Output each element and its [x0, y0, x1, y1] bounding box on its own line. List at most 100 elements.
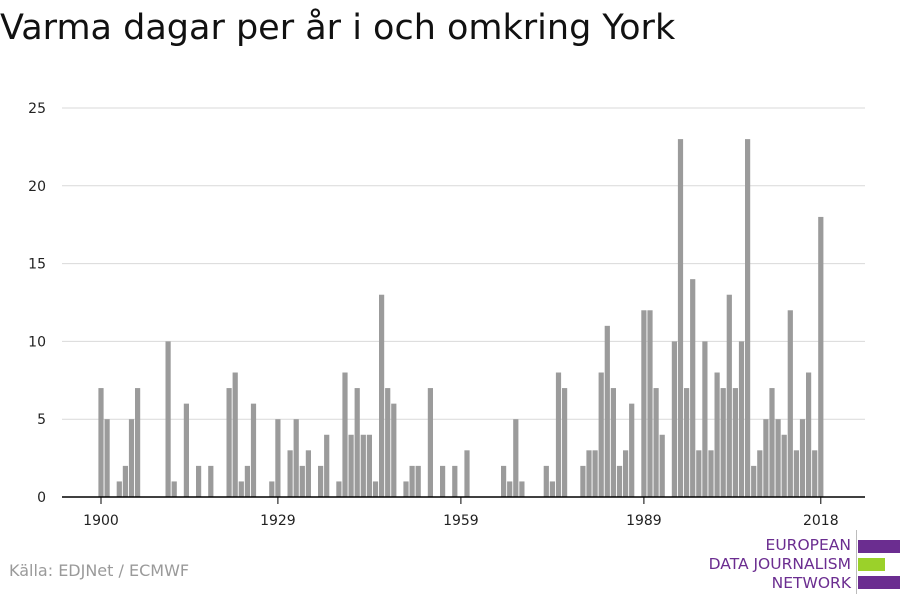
bar-1985 — [616, 465, 623, 497]
bar-1904 — [122, 465, 128, 497]
x-tick-label: 1929 — [260, 513, 296, 529]
bar-2013 — [787, 310, 793, 497]
bar-2004 — [732, 388, 738, 497]
logo-wordmark: EUROPEAN DATA JOURNALISM NETWORK — [709, 536, 851, 593]
bar-1911 — [165, 341, 171, 497]
bar-1968 — [513, 419, 519, 497]
bar-1994 — [671, 341, 677, 497]
y-tick-label: 5 — [37, 412, 46, 428]
bar-1937 — [324, 434, 330, 497]
bar-1944 — [366, 434, 372, 497]
bar-1998 — [696, 450, 702, 497]
y-axis-ticks: 0 5 10 15 20 25 — [28, 101, 46, 506]
bar-1973 — [543, 465, 549, 497]
bar-1954 — [427, 388, 433, 497]
bar-2016 — [806, 372, 812, 497]
bar-1976 — [562, 388, 568, 497]
bar-1982 — [598, 372, 604, 497]
bar-1989 — [641, 310, 647, 497]
bar-1981 — [592, 450, 598, 497]
edjnet-logo: EUROPEAN DATA JOURNALISM NETWORK — [700, 530, 900, 596]
bars — [98, 139, 824, 498]
bar-1948 — [391, 403, 397, 497]
bar-2005 — [738, 341, 745, 497]
bar-1945 — [372, 481, 379, 497]
bar-1903 — [116, 481, 122, 497]
gridlines — [62, 107, 865, 420]
bar-1934 — [305, 450, 311, 497]
bar-1912 — [171, 481, 177, 497]
bar-1940 — [342, 372, 348, 497]
logo-divider — [856, 530, 857, 594]
bar-1924 — [244, 465, 250, 497]
x-axis-ticks: 1900 1929 1959 1989 2018 — [83, 497, 839, 529]
bar-2014 — [793, 450, 799, 497]
bar-1933 — [299, 465, 305, 497]
logo-line-2: DATA JOURNALISM — [708, 555, 851, 573]
bar-1900 — [98, 388, 104, 497]
logo-line-3: NETWORK — [771, 574, 851, 592]
bar-1999 — [702, 341, 708, 497]
y-tick-label: 15 — [28, 257, 46, 273]
bar-1932 — [293, 419, 299, 497]
bar-2015 — [799, 419, 806, 497]
bar-1946 — [379, 294, 385, 497]
bar-1983 — [604, 325, 610, 497]
bar-2012 — [781, 434, 787, 497]
bar-1956 — [440, 465, 446, 497]
bar-1974 — [549, 481, 555, 497]
bar-1931 — [287, 450, 293, 497]
bar-1996 — [684, 388, 690, 497]
bar-1969 — [519, 481, 525, 497]
bar-2003 — [726, 294, 732, 497]
x-tick-label: 1900 — [83, 513, 119, 529]
bar-2010 — [769, 388, 775, 497]
logo-line-1: EUROPEAN — [765, 536, 851, 554]
bar-1929 — [275, 419, 281, 497]
bar-1995 — [677, 139, 684, 497]
bar-1943 — [360, 434, 366, 497]
x-tick-label: 1959 — [443, 513, 479, 529]
bar-1925 — [250, 403, 257, 497]
bar-1936 — [318, 465, 324, 497]
bar-2008 — [757, 450, 763, 497]
bar-2001 — [714, 372, 720, 497]
bar-1923 — [238, 481, 244, 497]
bar-1967 — [507, 481, 513, 497]
chart-title: Varma dagar per år i och omkring York — [0, 8, 676, 48]
bar-1975 — [555, 372, 562, 497]
logo-bar-middle — [858, 558, 885, 571]
bar-1950 — [403, 481, 409, 497]
bar-1916 — [196, 465, 202, 497]
bar-1986 — [623, 450, 629, 497]
logo-bar-top — [858, 540, 900, 553]
bar-1980 — [586, 450, 592, 497]
y-tick-label: 10 — [28, 334, 46, 350]
bar-2000 — [708, 450, 714, 497]
bar-2002 — [720, 388, 726, 497]
bar-1947 — [385, 388, 391, 497]
y-tick-label: 0 — [37, 490, 46, 506]
x-tick-label: 2018 — [803, 513, 839, 529]
bar-1941 — [348, 434, 354, 497]
source-credit: Källa: EDJNet / ECMWF — [9, 561, 190, 580]
bar-1906 — [135, 388, 141, 497]
bar-1939 — [336, 481, 342, 497]
bar-1984 — [610, 388, 616, 497]
bar-2011 — [775, 419, 781, 497]
bar-2017 — [812, 450, 818, 497]
bar-2009 — [763, 419, 769, 497]
bar-1905 — [128, 419, 135, 497]
bar-1921 — [226, 388, 232, 497]
bar-1951 — [409, 465, 415, 497]
bar-1922 — [232, 372, 238, 497]
bar-1958 — [452, 465, 458, 497]
logo-bar-bottom — [858, 576, 900, 589]
bar-1960 — [464, 450, 470, 497]
bar-1942 — [354, 388, 360, 497]
y-tick-label: 20 — [28, 179, 46, 195]
bar-2007 — [751, 465, 757, 497]
bar-1991 — [653, 388, 659, 497]
bar-1992 — [659, 434, 665, 497]
